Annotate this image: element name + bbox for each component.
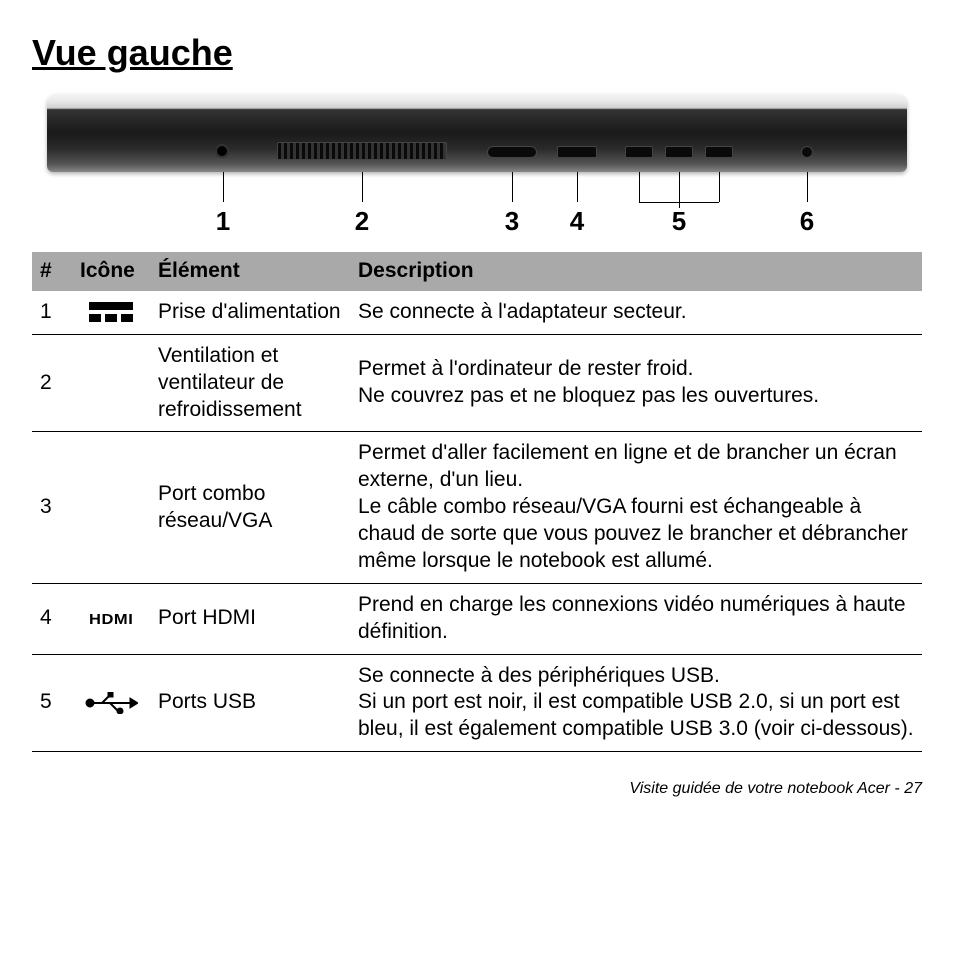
hdmi-icon: HDMI <box>89 610 133 629</box>
cell-icon <box>72 291 150 334</box>
power-plug-icon <box>89 302 133 322</box>
callout-number-6: 6 <box>800 206 814 237</box>
ports-table: # Icône Élément Description 1 Prise d'al… <box>32 252 922 752</box>
page-title: Vue gauche <box>32 32 922 74</box>
diagram-port-dc <box>215 144 229 158</box>
col-header-element: Élément <box>150 252 350 291</box>
callout-number-1: 1 <box>216 206 230 237</box>
diagram-vents <box>277 142 447 160</box>
table-header-row: # Icône Élément Description <box>32 252 922 291</box>
diagram-port-audio <box>801 146 813 158</box>
usb-icon <box>80 692 142 714</box>
cell-element: Ports USB <box>150 654 350 752</box>
callout-lead-5b <box>679 172 680 202</box>
callout-lead-5c <box>719 172 720 202</box>
table-row: 2 Ventilation et ventilateur de refroidi… <box>32 334 922 432</box>
cell-num: 1 <box>32 291 72 334</box>
cell-num: 2 <box>32 334 72 432</box>
cell-element: Port HDMI <box>150 583 350 654</box>
callout-number-2: 2 <box>355 206 369 237</box>
table-row: 5 Ports U <box>32 654 922 752</box>
diagram-port-usb-3 <box>705 146 733 158</box>
callout-number-5: 5 <box>672 206 686 237</box>
cell-desc: Se connecte à l'adaptateur secteur. <box>350 291 922 334</box>
cell-icon: HDMI <box>72 583 150 654</box>
cell-desc: Permet d'aller facilement en ligne et de… <box>350 432 922 583</box>
callout-lead-3 <box>512 172 513 202</box>
col-header-desc: Description <box>350 252 922 291</box>
col-header-num: # <box>32 252 72 291</box>
cell-num: 3 <box>32 432 72 583</box>
cell-element: Port combo réseau/VGA <box>150 432 350 583</box>
laptop-side-illustration <box>47 94 907 172</box>
callout-container: 1 2 3 4 5 6 <box>47 172 907 242</box>
callout-lead-5a <box>639 172 640 202</box>
callout-number-4: 4 <box>570 206 584 237</box>
cell-desc: Prend en charge les connexions vidéo num… <box>350 583 922 654</box>
cell-desc: Permet à l'ordinateur de rester froid.Ne… <box>350 334 922 432</box>
cell-icon <box>72 654 150 752</box>
diagram-port-combo <box>487 146 537 158</box>
table-row: 1 Prise d'alimentation Se connecte à l'a… <box>32 291 922 334</box>
cell-element: Ventilation et ventilateur de refroidiss… <box>150 334 350 432</box>
table-row: 4 HDMI Port HDMI Prend en charge les con… <box>32 583 922 654</box>
page-footer: Visite guidée de votre notebook Acer - 2… <box>32 780 922 798</box>
cell-icon <box>72 432 150 583</box>
callout-lead-4 <box>577 172 578 202</box>
cell-element: Prise d'alimentation <box>150 291 350 334</box>
cell-icon <box>72 334 150 432</box>
col-header-icon: Icône <box>72 252 150 291</box>
callout-lead-1 <box>223 172 224 202</box>
diagram-port-usb-1 <box>625 146 653 158</box>
cell-num: 4 <box>32 583 72 654</box>
callout-number-3: 3 <box>505 206 519 237</box>
callout-lead-2 <box>362 172 363 202</box>
callout-lead-6 <box>807 172 808 202</box>
cell-num: 5 <box>32 654 72 752</box>
cell-desc: Se connecte à des périphériques USB.Si u… <box>350 654 922 752</box>
side-view-diagram: 1 2 3 4 5 6 <box>47 94 907 242</box>
diagram-port-hdmi <box>557 146 597 158</box>
table-row: 3 Port combo réseau/VGA Permet d'aller f… <box>32 432 922 583</box>
diagram-port-usb-2 <box>665 146 693 158</box>
